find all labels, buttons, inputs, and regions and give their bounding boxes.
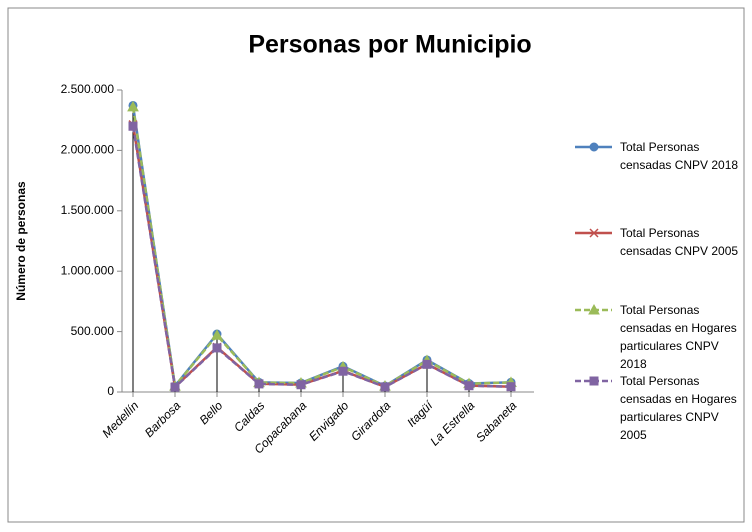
series-line	[131, 106, 512, 390]
y-axis-label: Número de personas	[14, 181, 28, 301]
y-tick-label: 500.000	[71, 324, 115, 338]
marker	[170, 382, 180, 392]
y-tick-label: 0	[107, 384, 114, 398]
y-tick-label: 2.500.000	[61, 82, 115, 96]
legend-label: Total Personas censadas en Hogares parti…	[620, 374, 737, 442]
legend-label: Total Personas censadas CNPV 2005	[620, 226, 739, 258]
legend-label: Total Personas censadas en Hogares parti…	[620, 303, 737, 371]
marker	[380, 382, 390, 392]
y-tick-label: 1.000.000	[61, 263, 115, 277]
chart-border	[7, 7, 745, 523]
marker	[506, 382, 516, 392]
marker	[127, 100, 139, 112]
series-line	[131, 126, 512, 390]
chart-title: Personas por Municipio	[248, 31, 531, 59]
marker	[589, 228, 599, 238]
marker	[589, 376, 599, 386]
marker	[254, 379, 264, 389]
marker	[296, 380, 306, 390]
marker	[589, 142, 599, 152]
marker	[128, 121, 138, 131]
y-tick-label: 2.000.000	[61, 143, 115, 157]
marker	[588, 303, 600, 315]
legend-label: Total Personas censadas CNPV 2018	[620, 140, 739, 172]
marker	[211, 329, 223, 340]
marker	[338, 366, 348, 376]
y-tick-label: 1.500.000	[61, 203, 115, 217]
marker	[422, 359, 432, 369]
marker	[212, 343, 222, 353]
marker	[464, 381, 474, 391]
